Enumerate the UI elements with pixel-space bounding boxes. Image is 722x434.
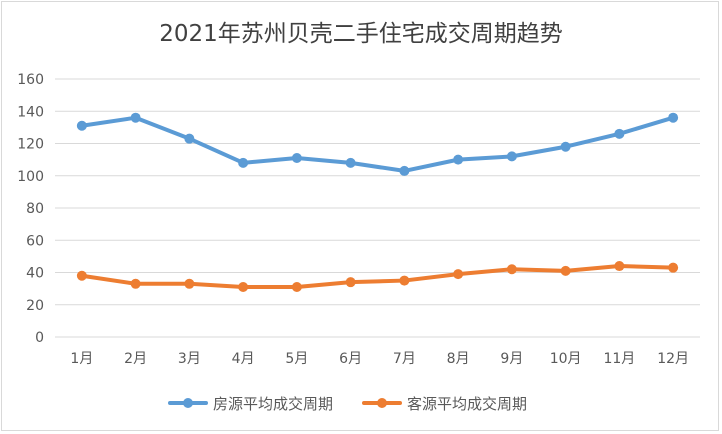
x-tick-label: 7月 [393, 351, 416, 367]
series-line [79, 115, 676, 173]
data-point [291, 282, 302, 293]
y-tick-label: 0 [35, 330, 44, 346]
y-tick-label: 140 [17, 104, 44, 120]
legend-label: 房源平均成交周期 [213, 395, 333, 413]
data-point [238, 282, 249, 293]
legend-item: 客源平均成交周期 [362, 395, 527, 413]
x-tick-label: 8月 [447, 351, 470, 367]
x-tick-label: 5月 [285, 351, 308, 367]
x-tick-label: 10月 [550, 351, 582, 367]
series-line [79, 264, 676, 290]
data-point [76, 120, 87, 131]
y-tick-label: 80 [26, 201, 44, 217]
data-point [130, 278, 141, 289]
data-point [614, 261, 625, 272]
y-tick-label: 100 [17, 169, 44, 185]
data-point [399, 275, 410, 286]
series-2 [76, 261, 679, 293]
x-tick-label: 3月 [178, 351, 201, 367]
data-point [668, 262, 679, 273]
data-point [291, 153, 302, 164]
data-point [560, 265, 571, 276]
x-tick-label: 2月 [124, 351, 147, 367]
data-point [399, 165, 410, 176]
x-tick-label: 11月 [603, 351, 635, 367]
x-tick-label: 12月 [657, 351, 689, 367]
series-1 [76, 112, 679, 176]
legend-item: 房源平均成交周期 [168, 395, 333, 413]
data-point [130, 112, 141, 123]
data-point [614, 128, 625, 139]
y-tick-label: 160 [17, 72, 44, 88]
x-tick-label: 1月 [70, 351, 93, 367]
chart-title: 2021年苏州贝壳二手住宅成交周期趋势 [159, 21, 563, 47]
data-point [345, 157, 356, 168]
data-point [668, 112, 679, 123]
y-tick-label: 20 [26, 298, 44, 314]
legend-label: 客源平均成交周期 [407, 395, 527, 413]
data-point [506, 151, 517, 162]
y-tick-label: 120 [17, 137, 44, 153]
data-point [184, 278, 195, 289]
data-point [560, 141, 571, 152]
data-point [453, 154, 464, 165]
legend-swatch-marker [183, 398, 193, 408]
legend-swatch-marker [377, 398, 387, 408]
data-point [184, 133, 195, 144]
x-tick-label: 6月 [339, 351, 362, 367]
data-point [345, 277, 356, 288]
data-point [453, 269, 464, 280]
x-tick-label: 9月 [500, 351, 523, 367]
y-tick-label: 60 [26, 233, 44, 249]
data-point [76, 270, 87, 281]
x-tick-label: 4月 [232, 351, 255, 367]
y-tick-label: 40 [26, 266, 44, 282]
data-point [506, 264, 517, 275]
data-point [238, 157, 249, 168]
